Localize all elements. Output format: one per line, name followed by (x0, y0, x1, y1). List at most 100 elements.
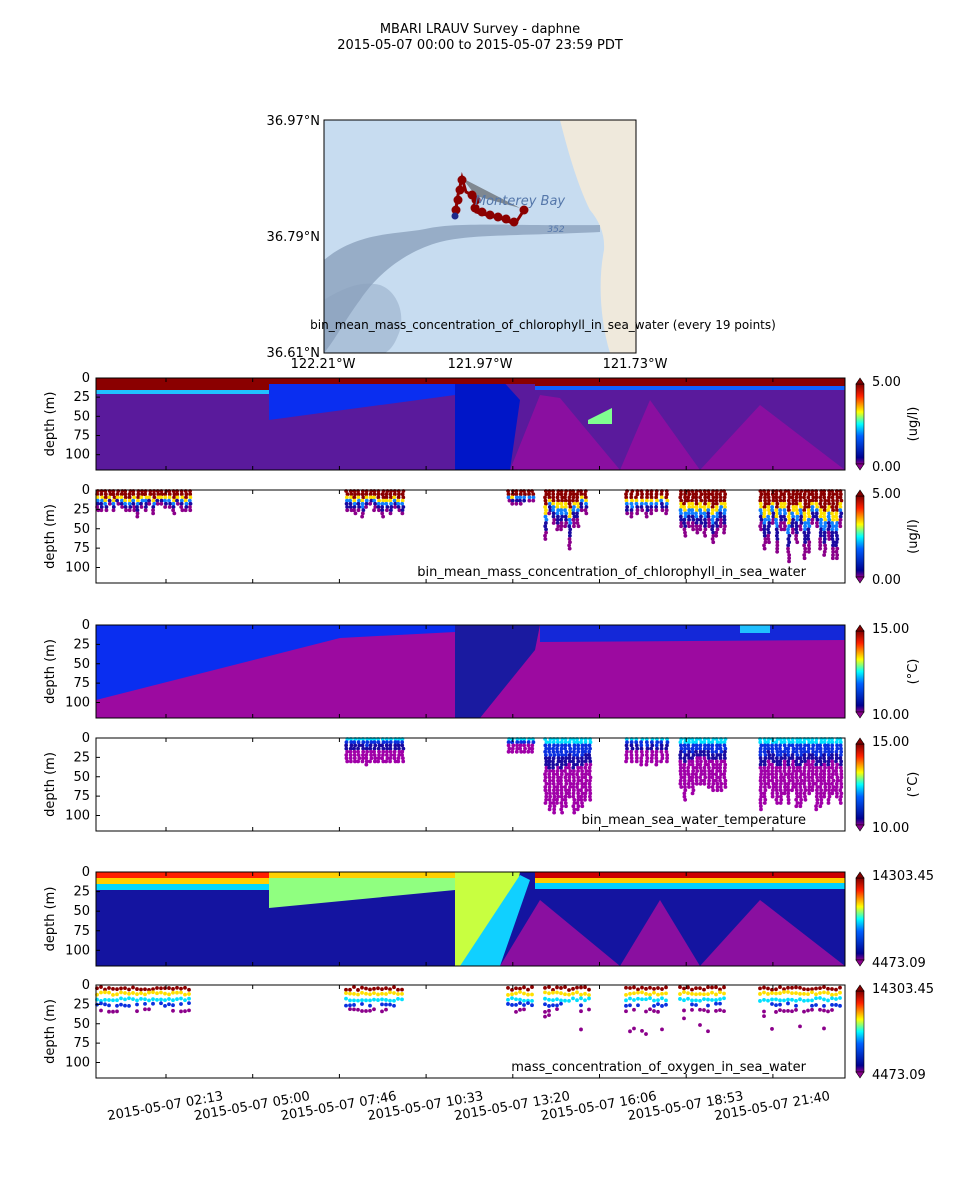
scatter-point (518, 743, 523, 748)
scatter-point (798, 743, 803, 748)
scatter-point (830, 749, 834, 754)
scatter-point (135, 992, 139, 997)
scatter-point (775, 759, 779, 764)
scatter-point (799, 521, 804, 525)
scatter-point (551, 998, 555, 1003)
scatter-point (711, 781, 716, 786)
scatter-point (139, 495, 144, 500)
scatter-point (798, 746, 803, 751)
scatter-point (710, 998, 714, 1002)
scatter-point (694, 495, 699, 500)
scatter-point (831, 508, 835, 513)
scatter-point (686, 996, 690, 1001)
scatter-point (763, 769, 767, 773)
scatter-point (718, 753, 723, 757)
scatter-point (356, 746, 360, 751)
scatter-point (571, 517, 576, 522)
scatter-point (803, 788, 808, 793)
scatter-point (543, 521, 548, 525)
scatter-point (660, 753, 665, 757)
scatter-point (151, 1001, 155, 1006)
scatter-point (798, 492, 803, 497)
scatter-point (682, 743, 687, 748)
scatter-point (587, 781, 592, 786)
scatter-point (99, 990, 103, 995)
scatter-point (551, 759, 555, 764)
scatter-point (380, 1009, 384, 1014)
scatter-point (551, 505, 556, 509)
scatter-point (571, 788, 576, 793)
scatter-point (786, 791, 791, 796)
scatter-point (818, 765, 823, 770)
scatter-point (645, 749, 649, 754)
scatter-point (624, 756, 629, 761)
heatmap-region (96, 625, 455, 700)
scatter-point (759, 492, 764, 497)
scatter-point (639, 749, 644, 754)
scatter-point (774, 765, 779, 770)
scatter-point (555, 785, 560, 789)
scatter-point (678, 781, 683, 786)
map-track-shade (462, 178, 520, 208)
scatter-point (806, 537, 811, 541)
scatter-point (835, 553, 840, 557)
scatter-point (762, 778, 767, 783)
colorbar (855, 990, 865, 1073)
map-lat-top: 36.97°N (267, 114, 320, 129)
scatter-point (547, 740, 552, 745)
scatter-point (368, 987, 372, 992)
scatter-point (810, 521, 815, 525)
scatter-point (790, 985, 794, 990)
colorbar-extend-top (855, 624, 865, 632)
scatter-point (112, 495, 117, 500)
map-track-point (455, 185, 465, 195)
scatter-point (703, 533, 708, 538)
scatter-point (352, 1003, 356, 1007)
scatter-point (575, 785, 579, 789)
scatter-point (588, 797, 593, 802)
scatter-point (774, 769, 779, 773)
scatter-point (723, 781, 728, 786)
scatter-point (543, 778, 547, 783)
scatter-point (758, 785, 763, 789)
scatter-point (151, 505, 156, 509)
heatmap-surface-layer (269, 378, 455, 384)
scatter-point (790, 997, 794, 1002)
scatter-point (835, 517, 839, 522)
scatter-point (171, 1003, 175, 1008)
scatter-point (822, 527, 826, 532)
scatter-point (767, 756, 772, 761)
scatter-point (392, 749, 397, 754)
scatter-point (826, 986, 830, 991)
scatter-point (575, 514, 579, 519)
scatter-point (782, 990, 786, 994)
scatter-point (179, 1009, 183, 1014)
scatter-point (803, 501, 808, 506)
scatter-point (703, 527, 708, 532)
scatter-point (762, 521, 767, 525)
scatter-point (389, 508, 393, 513)
scatter-point (678, 508, 683, 513)
scatter-point (506, 997, 510, 1002)
scatter-point (369, 753, 373, 757)
scatter-point (356, 492, 361, 497)
scatter-point (783, 781, 788, 786)
scatter-point (131, 991, 135, 995)
scatter-point (695, 530, 700, 535)
scatter-point (802, 769, 807, 773)
scatter-point (544, 759, 549, 764)
scatter-point (771, 740, 775, 745)
scatter-point (522, 495, 527, 500)
scatter-point (348, 1003, 352, 1008)
scatter-point (711, 778, 716, 783)
scatter-point (694, 992, 698, 997)
scatter-point (384, 753, 389, 757)
scatter-point (783, 788, 788, 793)
scatter-point (552, 804, 557, 809)
scatter-point (543, 990, 547, 995)
scatter-point (794, 521, 799, 525)
scatter-point (183, 992, 187, 997)
scatter-point (579, 996, 583, 1001)
scatter-point (798, 985, 802, 990)
scatter-point (807, 492, 812, 497)
